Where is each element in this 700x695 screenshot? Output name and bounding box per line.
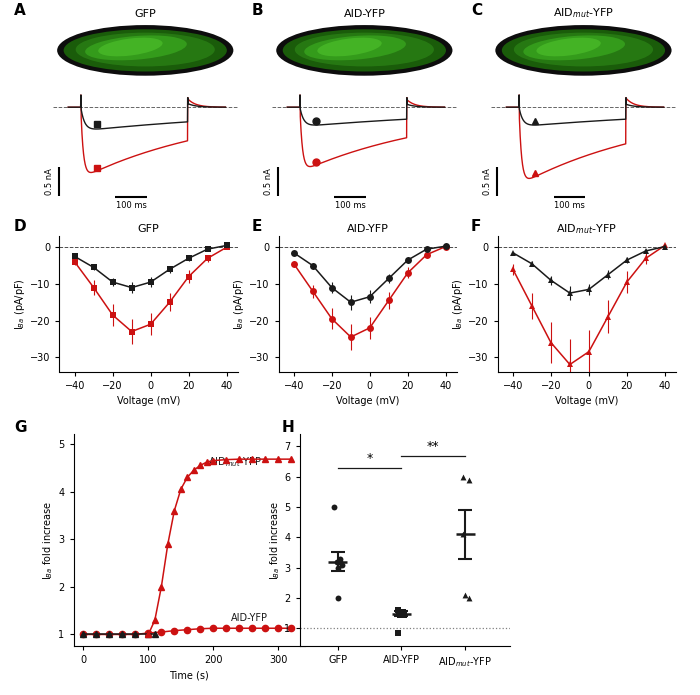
Point: [335, 553, 346, 564]
Ellipse shape: [76, 33, 215, 67]
Text: D: D: [14, 219, 27, 234]
Title: GFP: GFP: [138, 224, 160, 234]
Text: AID-YFP: AID-YFP: [231, 613, 267, 623]
Ellipse shape: [524, 35, 625, 60]
Text: 100 ms: 100 ms: [554, 201, 584, 210]
Point: [398, 609, 409, 620]
Text: A: A: [14, 3, 26, 19]
Point: [332, 592, 344, 603]
Point: [457, 529, 468, 540]
Ellipse shape: [57, 25, 233, 76]
Text: 100 ms: 100 ms: [335, 201, 365, 210]
Point: [463, 592, 475, 603]
Text: *: *: [367, 452, 372, 465]
Point: [458, 471, 469, 482]
Title: AID-YFP: AID-YFP: [347, 224, 388, 234]
Point: [459, 589, 470, 600]
Text: F: F: [471, 219, 482, 234]
Y-axis label: I$_{Ba}$ (pA/pF): I$_{Ba}$ (pA/pF): [232, 278, 246, 330]
Point: [398, 606, 409, 617]
Text: H: H: [282, 420, 295, 436]
Y-axis label: I$_{Ba}$ fold increase: I$_{Ba}$ fold increase: [267, 500, 281, 580]
Ellipse shape: [276, 25, 452, 76]
X-axis label: Time (s): Time (s): [169, 671, 209, 681]
Title: AID-YFP: AID-YFP: [344, 8, 385, 19]
Point: [328, 502, 339, 513]
Ellipse shape: [317, 38, 382, 56]
Text: 0.5 nA: 0.5 nA: [264, 168, 273, 195]
Ellipse shape: [283, 29, 446, 72]
Point: [392, 627, 403, 638]
Ellipse shape: [514, 33, 653, 67]
Ellipse shape: [295, 33, 434, 67]
Point: [337, 559, 348, 570]
Title: AID$_{mut}$-YFP: AID$_{mut}$-YFP: [553, 7, 614, 20]
Point: [395, 607, 407, 619]
Y-axis label: I$_{Ba}$ fold increase: I$_{Ba}$ fold increase: [41, 500, 55, 580]
Point: [334, 556, 345, 567]
Point: [392, 605, 403, 616]
Y-axis label: I$_{Ba}$ (pA/pF): I$_{Ba}$ (pA/pF): [13, 278, 27, 330]
X-axis label: Voltage (mV): Voltage (mV): [555, 396, 619, 407]
Title: GFP: GFP: [134, 8, 156, 19]
Text: G: G: [14, 420, 27, 436]
Text: C: C: [471, 3, 482, 19]
Point: [463, 474, 475, 485]
Text: 100 ms: 100 ms: [116, 201, 146, 210]
Text: 0.5 nA: 0.5 nA: [483, 168, 492, 195]
Ellipse shape: [64, 29, 227, 72]
X-axis label: Voltage (mV): Voltage (mV): [117, 396, 181, 407]
Text: **: **: [427, 440, 440, 453]
Y-axis label: I$_{Ba}$ (pA/pF): I$_{Ba}$ (pA/pF): [452, 278, 466, 330]
Point: [332, 562, 344, 573]
Text: B: B: [252, 3, 264, 19]
X-axis label: Voltage (mV): Voltage (mV): [336, 396, 400, 407]
Ellipse shape: [536, 38, 601, 56]
Point: [395, 609, 406, 620]
Point: [332, 556, 343, 567]
Point: [394, 607, 405, 619]
Text: 0.5 nA: 0.5 nA: [45, 168, 54, 195]
Ellipse shape: [304, 35, 406, 60]
Ellipse shape: [502, 29, 665, 72]
Ellipse shape: [85, 35, 187, 60]
Ellipse shape: [98, 38, 162, 56]
Text: AID$_{mut}$-YFP: AID$_{mut}$-YFP: [208, 455, 262, 469]
Text: E: E: [252, 219, 262, 234]
Title: AID$_{mut}$-YFP: AID$_{mut}$-YFP: [556, 222, 617, 236]
Ellipse shape: [496, 25, 671, 76]
